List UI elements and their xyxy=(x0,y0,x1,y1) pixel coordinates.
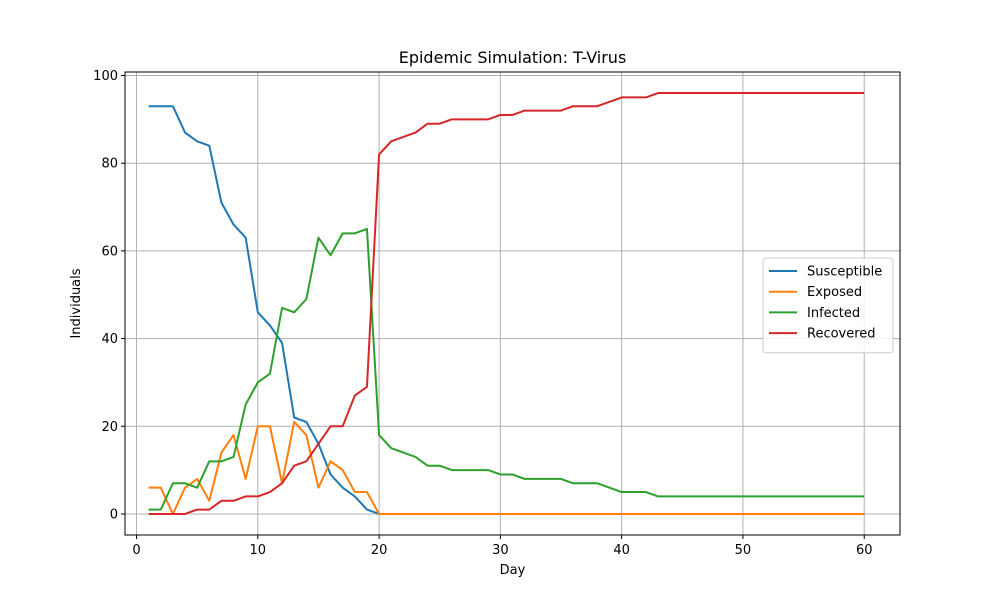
x-axis-label: Day xyxy=(500,563,526,578)
y-tick-label: 80 xyxy=(101,157,118,172)
x-tick-label: 0 xyxy=(132,543,140,558)
y-tick-label: 60 xyxy=(101,244,118,259)
x-tick-label: 60 xyxy=(856,543,873,558)
series-line-recovered xyxy=(148,92,865,515)
y-axis-label: Individuals xyxy=(69,268,84,338)
x-tick-label: 40 xyxy=(613,543,630,558)
x-tick-label: 20 xyxy=(371,543,388,558)
legend-label: Exposed xyxy=(807,285,862,300)
series-line-exposed xyxy=(148,420,865,515)
plot-frame xyxy=(124,71,901,536)
y-tick-label: 100 xyxy=(93,69,118,84)
y-tick-label: 0 xyxy=(110,507,118,522)
series-lines xyxy=(148,92,865,515)
legend-label: Recovered xyxy=(807,327,876,342)
y-tick-label: 20 xyxy=(101,420,118,435)
x-tick-label: 30 xyxy=(492,543,509,558)
series-line-susceptible xyxy=(148,105,865,515)
legend-label: Susceptible xyxy=(807,265,882,280)
x-tick-label: 10 xyxy=(250,543,267,558)
y-tick-label: 40 xyxy=(101,332,118,347)
legend: Susceptible Exposed Infected Recovered xyxy=(762,257,894,354)
legend-label: Infected xyxy=(807,306,860,321)
axis-ticks: 0 10 20 30 40 50 60 0 20 40 60 80 100 xyxy=(93,69,872,558)
chart-title: Epidemic Simulation: T-Virus xyxy=(399,48,627,67)
legend-box xyxy=(762,257,894,354)
series-line-infected xyxy=(148,227,865,511)
x-tick-label: 50 xyxy=(735,543,752,558)
